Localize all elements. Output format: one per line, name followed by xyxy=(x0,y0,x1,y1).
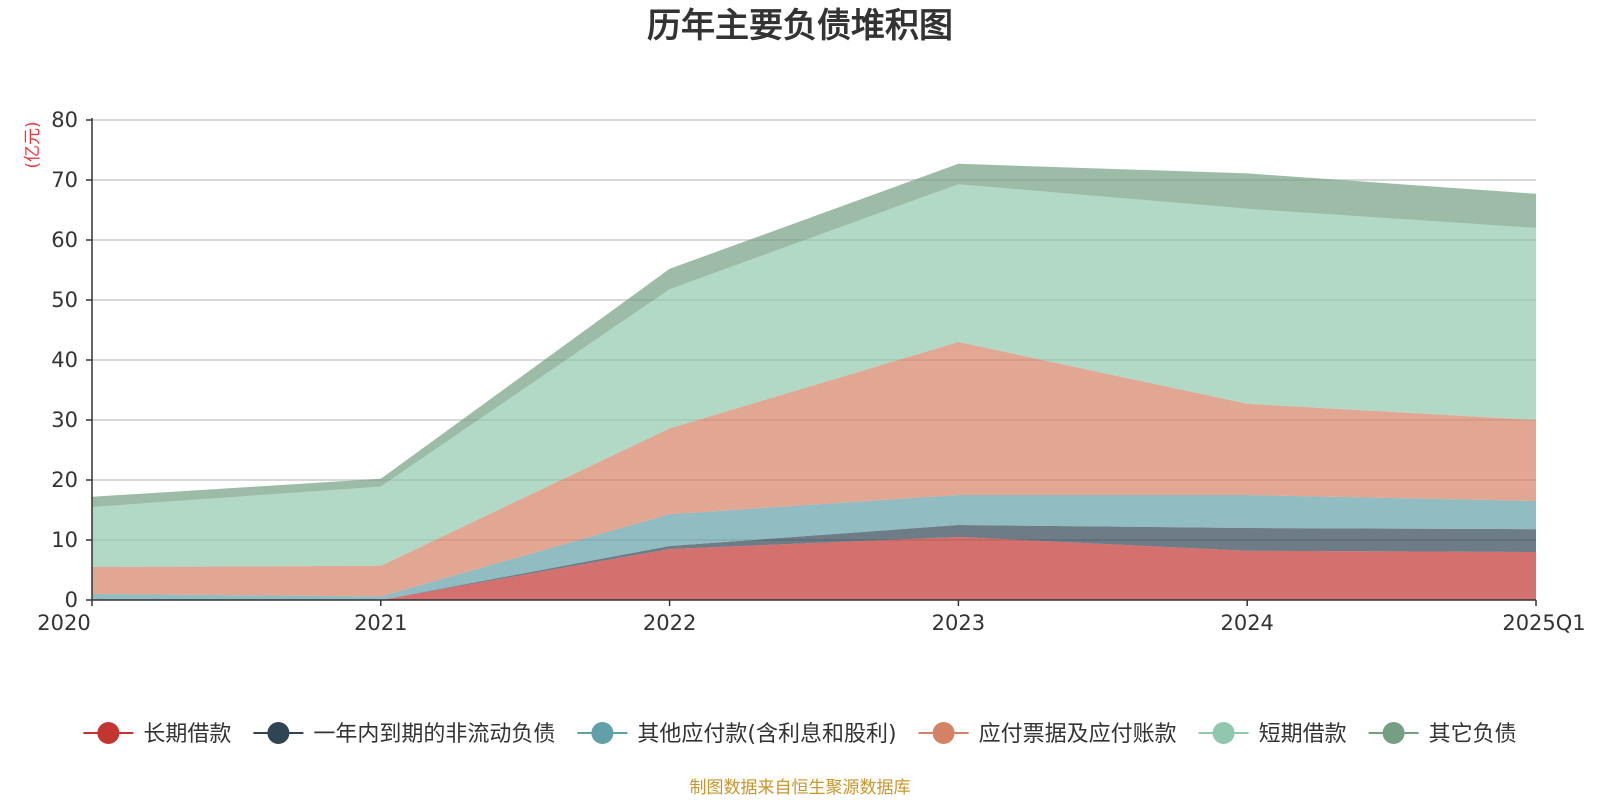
legend-marker-0 xyxy=(97,722,120,744)
x-tick-label-0: 2020 xyxy=(37,611,90,635)
legend-marker-4 xyxy=(1212,722,1235,744)
legend-label-0: 长期借款 xyxy=(143,722,231,747)
x-tick-label-2: 2022 xyxy=(643,611,696,635)
legend-marker-2 xyxy=(591,722,614,744)
x-tick-label-1: 2021 xyxy=(354,611,407,635)
legend: 长期借款 一年内到期的非流动负债 其他应付款(含利息和股利) 应付票据及应付账款 短期借… xyxy=(83,722,1517,747)
legend-marker-1 xyxy=(267,722,290,744)
y-tick-label-60: 60 xyxy=(51,228,78,252)
series-area-0 xyxy=(92,537,1536,600)
legend-marker-3 xyxy=(932,722,955,744)
series-area-1 xyxy=(92,525,1536,600)
y-tick-label-0: 0 xyxy=(65,588,78,612)
y-axis-unit-label: (亿元) xyxy=(23,121,43,168)
source-note: 制图数据来自恒生聚源数据库 xyxy=(690,778,911,798)
y-tick-label-10: 10 xyxy=(51,528,78,552)
chart-title: 历年主要负债堆积图 xyxy=(647,6,953,46)
y-tick-label-80: 80 xyxy=(51,108,78,132)
y-tick-label-70: 70 xyxy=(51,168,78,192)
series-area-3 xyxy=(92,342,1536,597)
series-area-5 xyxy=(92,163,1536,508)
y-tick-label-30: 30 xyxy=(51,408,78,432)
legend-label-2: 其他应付款(含利息和股利) xyxy=(637,722,896,747)
y-tick-label-40: 40 xyxy=(51,348,78,372)
x-tick-label-4: 2024 xyxy=(1220,611,1273,635)
y-tick-label-50: 50 xyxy=(51,288,78,312)
axes: 0 10 20 30 40 50 60 70 80 2020 2021 2022 2023 2024 202… xyxy=(37,108,1585,635)
legend-label-1: 一年内到期的非流动负债 xyxy=(313,722,555,747)
area-series xyxy=(92,163,1536,600)
legend-label-5: 其它负债 xyxy=(1429,722,1517,747)
legend-label-3: 应付票据及应付账款 xyxy=(979,722,1177,747)
x-tick-label-3: 2023 xyxy=(932,611,985,635)
legend-marker-5 xyxy=(1382,722,1405,744)
y-tick-label-20: 20 xyxy=(51,468,78,492)
series-area-4 xyxy=(92,184,1536,567)
legend-label-4: 短期借款 xyxy=(1259,722,1347,747)
x-tick-label-5: 2025Q1 xyxy=(1502,611,1585,635)
series-area-2 xyxy=(92,495,1536,600)
